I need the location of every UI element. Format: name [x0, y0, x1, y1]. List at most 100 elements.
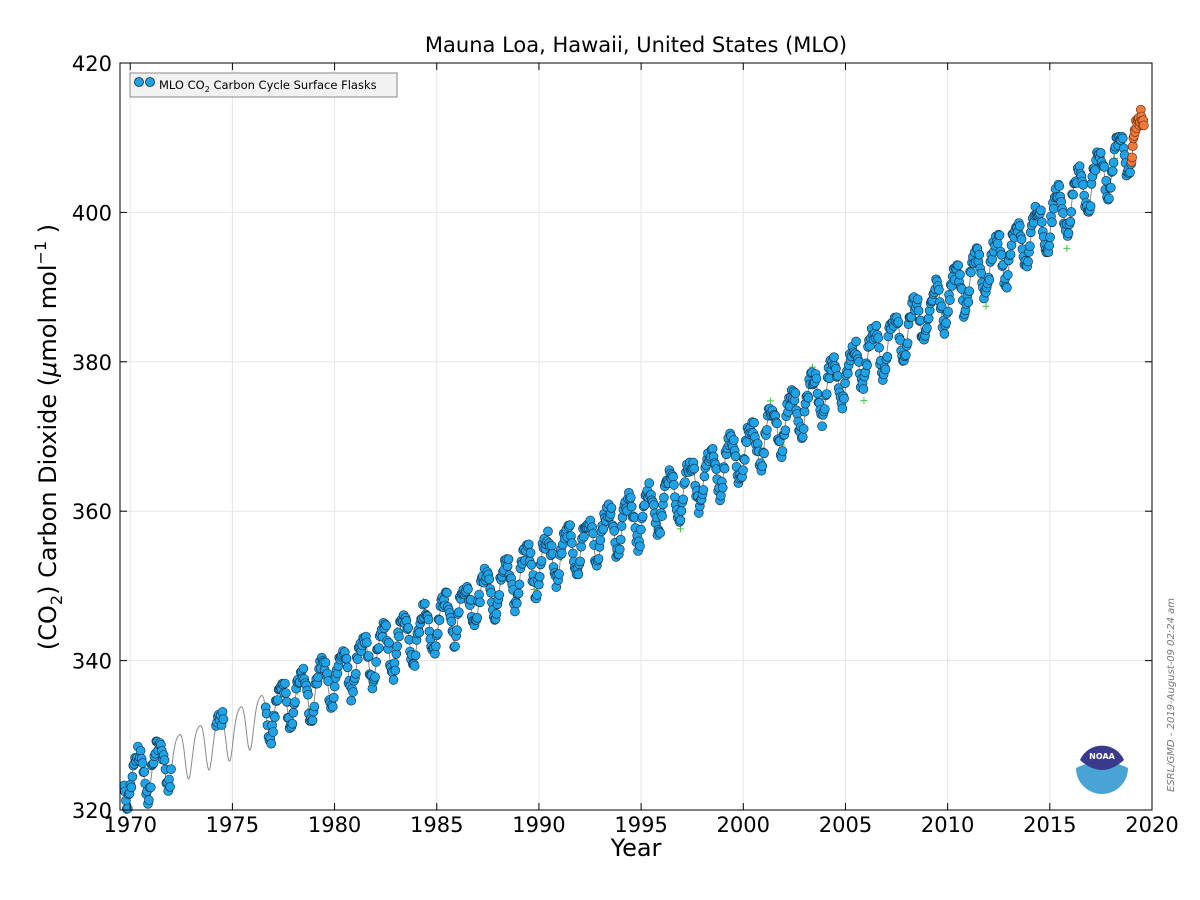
flask-sample-point — [817, 421, 827, 432]
flask-sample-point — [576, 541, 586, 552]
flask-sample-point — [655, 528, 666, 538]
flask-sample-point — [636, 524, 646, 535]
y-label-sub: 2 — [47, 595, 66, 605]
flask-sample-point — [606, 503, 617, 513]
legend-marker — [145, 77, 155, 87]
y-label-prefix: (CO — [34, 605, 62, 650]
flask-sample-point — [554, 569, 564, 579]
y-label-suffix: ) — [34, 224, 62, 241]
flask-sample-point — [871, 320, 882, 331]
flask-sample-point — [966, 267, 976, 278]
flask-sample-point — [126, 782, 137, 793]
flask-sample-point — [381, 620, 392, 631]
y-tick-label: 320 — [72, 799, 112, 823]
flask-sample-point — [1002, 282, 1012, 293]
flask-sample-point — [165, 781, 175, 792]
flask-sample-point — [491, 609, 502, 619]
preliminary-sample-point — [1139, 120, 1149, 131]
flask-sample-point — [799, 406, 810, 417]
flask-sample-point — [717, 482, 728, 493]
flask-sample-point — [137, 758, 148, 768]
flask-sample-point — [953, 260, 964, 271]
flask-sample-point — [728, 435, 739, 445]
flask-sample-point — [812, 388, 823, 399]
flask-sample-point — [984, 275, 995, 285]
flask-sample-point — [730, 451, 741, 462]
flask-sample-point — [298, 663, 309, 674]
flask-sample-point — [772, 418, 782, 429]
flask-sample-point — [1106, 182, 1116, 193]
flask-sample-point — [384, 637, 394, 648]
flask-sample-point — [1078, 180, 1088, 190]
flask-sample-point — [526, 559, 537, 570]
flask-sample-point — [159, 755, 170, 766]
x-tick-label: 1980 — [308, 813, 361, 837]
flask-sample-point — [510, 606, 520, 617]
flask-sample-point — [1049, 203, 1059, 214]
flask-sample-point — [390, 665, 401, 676]
flask-sample-point — [829, 352, 839, 363]
flask-sample-point — [588, 528, 598, 539]
flask-sample-point — [463, 584, 473, 594]
flask-sample-point — [593, 554, 604, 564]
flask-sample-point — [123, 803, 133, 814]
flask-sample-point — [166, 764, 176, 775]
legend-box — [129, 72, 398, 98]
flask-sample-point — [902, 338, 913, 349]
flask-sample-point — [637, 511, 648, 522]
flask-sample-point — [945, 295, 955, 305]
flask-sample-point — [414, 627, 425, 638]
flask-sample-point — [272, 695, 283, 705]
flask-sample-point — [741, 437, 752, 448]
y-tick-label: 400 — [72, 201, 112, 225]
flask-sample-point — [371, 657, 381, 667]
flask-sample-point — [423, 614, 434, 625]
flask-sample-point — [579, 531, 589, 542]
flask-sample-point — [287, 718, 298, 729]
flask-sample-point — [698, 485, 709, 495]
flask-sample-point — [936, 301, 947, 312]
flask-sample-point — [320, 657, 331, 668]
flask-sample-point — [659, 492, 669, 503]
flask-sample-point — [534, 571, 545, 582]
flask-sample-point — [669, 480, 679, 490]
flask-sample-point — [882, 351, 893, 362]
flask-sample-point — [450, 641, 460, 652]
flask-sample-point — [832, 371, 843, 381]
flask-sample-point — [419, 598, 430, 609]
flask-sample-point — [1014, 221, 1025, 231]
flask-sample-point — [452, 625, 462, 635]
flask-sample-point — [514, 579, 525, 590]
flask-sample-point — [943, 306, 953, 317]
flask-sample-point — [1047, 217, 1057, 228]
y-label-sup: −1 — [31, 241, 50, 265]
rejected-sample-marker — [677, 525, 684, 533]
flask-sample-point — [595, 535, 606, 545]
noaa-logo-text: NOAA — [1089, 752, 1115, 761]
flask-sample-point — [532, 590, 542, 600]
x-tick-label: 2010 — [921, 813, 974, 837]
y-tick-label: 380 — [72, 351, 112, 375]
plot-frame — [119, 62, 1153, 811]
flask-sample-point — [657, 511, 667, 521]
flask-sample-point — [616, 521, 627, 531]
flask-sample-point — [575, 556, 586, 567]
flask-sample-point — [842, 368, 853, 379]
flask-sample-point — [739, 454, 750, 465]
flask-sample-point — [1066, 207, 1077, 217]
flask-sample-point — [352, 654, 363, 665]
flask-sample-point — [536, 556, 547, 566]
flask-sample-point — [992, 238, 1003, 249]
flask-sample-point — [1016, 234, 1027, 245]
flask-sample-point — [689, 463, 700, 474]
flask-sample-point — [811, 373, 822, 384]
flask-sample-point — [819, 404, 830, 414]
flask-sample-point — [268, 727, 278, 737]
flask-sample-point — [313, 672, 323, 683]
flask-sample-point — [1063, 228, 1074, 239]
points-layer — [119, 104, 1149, 814]
flask-sample-point — [803, 392, 814, 403]
rejected-sample-marker — [982, 302, 990, 310]
